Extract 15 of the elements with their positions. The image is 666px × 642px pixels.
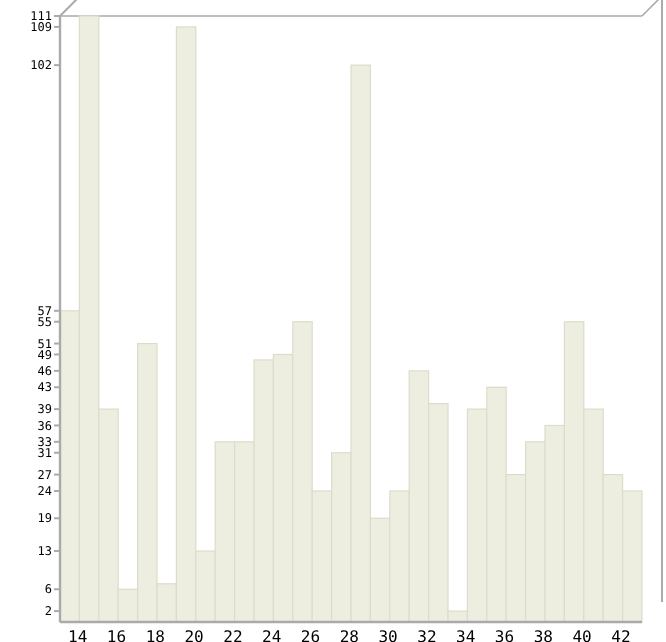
- x-tick-label: 34: [456, 628, 476, 642]
- x-tick-label: 32: [417, 628, 437, 642]
- x-tick-label: 18: [145, 628, 166, 642]
- x-tick-label: 16: [106, 628, 127, 642]
- x-tick-label: 22: [223, 628, 243, 642]
- x-tick-label: 42: [611, 628, 631, 642]
- x-tick-label: 20: [184, 628, 205, 642]
- x-tick-label: 40: [572, 628, 593, 642]
- x-tick-label: 28: [339, 628, 360, 642]
- x-tick-label: 14: [68, 628, 88, 642]
- x-tick-label: 30: [378, 628, 399, 642]
- x-tick-label: 24: [262, 628, 282, 642]
- x-tick-label: 38: [533, 628, 554, 642]
- x-tick-label: 36: [494, 628, 515, 642]
- x-tick-label: 26: [300, 628, 321, 642]
